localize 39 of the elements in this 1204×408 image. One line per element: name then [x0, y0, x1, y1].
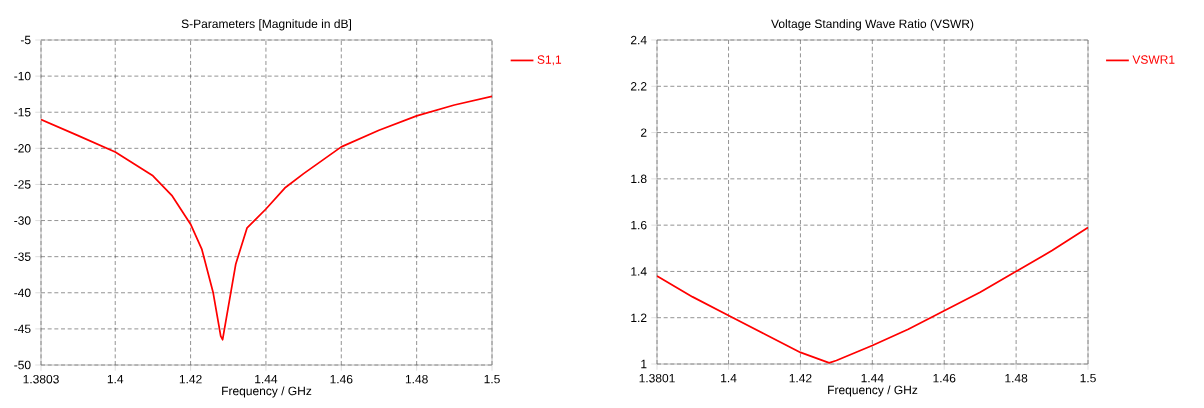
y-tick-label: 1.2 [631, 313, 647, 322]
legend-label: VSWR1 [1132, 55, 1175, 64]
x-axis-title: Frequency / GHz [222, 386, 312, 398]
x-tick-label: 1.42 [789, 373, 812, 383]
y-tick-label: 2.4 [630, 35, 647, 45]
x-tick-label: 1.42 [179, 374, 202, 384]
x-tick-label: 1.44 [255, 374, 278, 384]
y-tick-label: -25 [14, 180, 31, 189]
x-tick-label: 1.46 [933, 373, 956, 383]
y-tick-label: -30 [14, 216, 31, 225]
y-tick-label: 1.6 [631, 220, 647, 230]
y-tick-label: 2 [640, 128, 647, 137]
x-tick-label: 1.44 [861, 373, 884, 383]
y-tick-label: -50 [14, 360, 31, 370]
y-tick-label: -40 [14, 288, 31, 298]
chart-title: S-Parameters [Magnitude in dB] [181, 19, 351, 31]
y-tick-label: 1.8 [631, 174, 647, 184]
y-tick-label: 1.4 [631, 267, 647, 276]
y-tick-label: -5 [20, 35, 31, 45]
y-tick-label: -45 [14, 324, 31, 334]
line-series [41, 95, 492, 341]
legend-label: S1,1 [537, 55, 562, 66]
x-tick-label: 1.5 [484, 374, 500, 384]
x-axis-title: Frequency / GHz [828, 385, 918, 397]
y-tick-label: 1 [641, 359, 647, 369]
chart-title: Voltage Standing Wave Ratio (VSWR) [771, 19, 974, 31]
x-tick-label: 1.48 [405, 374, 428, 384]
y-tick-label: -20 [14, 144, 31, 153]
x-tick-label: 1.5 [1080, 373, 1096, 383]
x-tick-label: 1.4 [721, 373, 737, 383]
y-tick-label: -10 [14, 71, 31, 81]
y-tick-label: -35 [14, 252, 31, 261]
x-tick-label: 1.4 [107, 374, 124, 384]
x-tick-label: 1.48 [1005, 373, 1028, 383]
x-tick-label: 1.3803 [23, 374, 59, 384]
x-tick-label: 1.46 [330, 374, 353, 384]
y-tick-label: -15 [14, 108, 31, 117]
y-tick-label: 2.2 [630, 82, 647, 91]
x-tick-label: 1.3801 [639, 373, 675, 383]
